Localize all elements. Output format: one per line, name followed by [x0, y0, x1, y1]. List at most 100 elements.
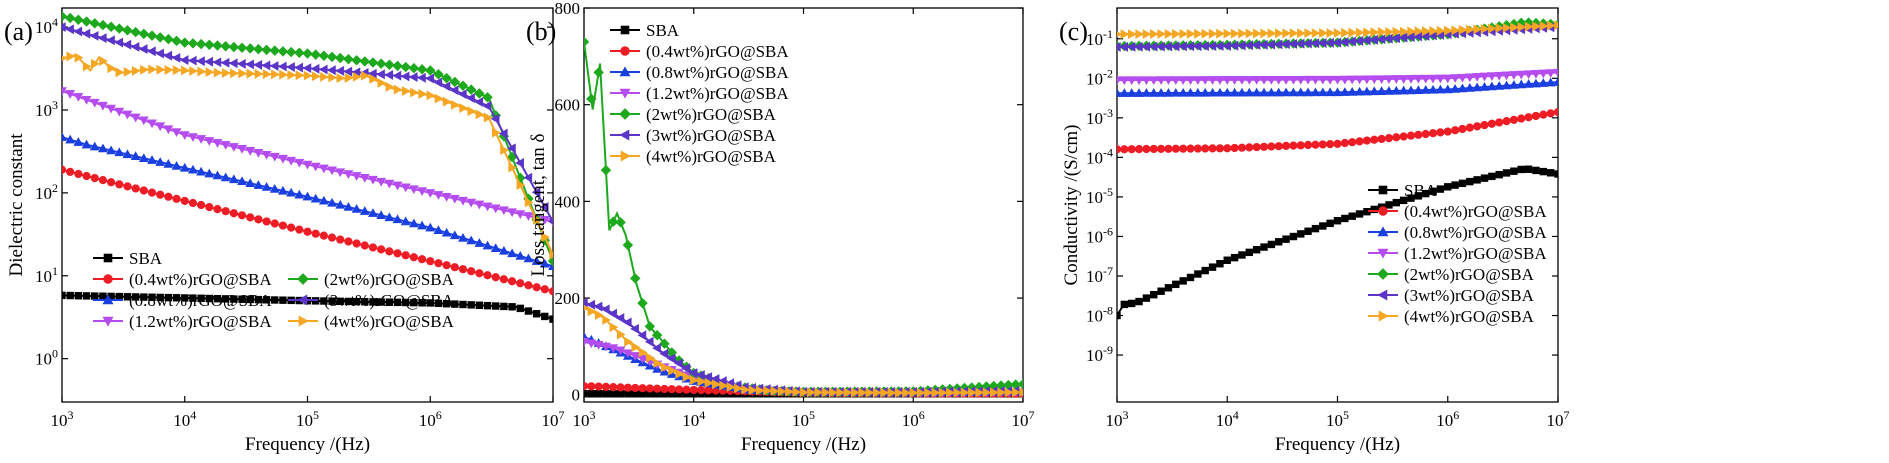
data-point [482, 101, 492, 111]
legend-label: (3wt%)rGO@SBA [646, 126, 777, 145]
legend-marker [1378, 206, 1388, 216]
data-point [410, 298, 418, 307]
data-point [458, 196, 468, 206]
data-point [213, 205, 222, 214]
data-point [369, 298, 377, 306]
data-point [352, 239, 361, 248]
data-point [89, 98, 100, 108]
legend-marker [619, 66, 631, 77]
data-point [508, 303, 516, 311]
data-point [960, 387, 970, 398]
data-point [1238, 28, 1247, 39]
data-point [865, 387, 875, 398]
data-point [261, 150, 272, 160]
data-point [261, 44, 272, 56]
data-point [1126, 88, 1137, 97]
data-point [1319, 222, 1327, 230]
data-point [500, 302, 508, 311]
data-point [474, 97, 484, 107]
data-point [532, 283, 541, 292]
data-point [65, 90, 76, 99]
y-tick-label: 102 [35, 181, 58, 203]
data-point [1266, 87, 1277, 97]
data-point [539, 258, 550, 268]
data-point [1450, 126, 1460, 135]
legend-marker [1377, 226, 1389, 237]
data-point [540, 285, 549, 294]
legend-label: (3wt%)rGO@SBA [324, 291, 455, 310]
data-point [294, 62, 304, 73]
data-point [163, 50, 173, 61]
data-point [359, 56, 371, 67]
data-point [230, 295, 238, 303]
data-point [689, 385, 698, 395]
x-axis-label: Frequency /(Hz) [1275, 434, 1400, 455]
data-point [1385, 27, 1394, 37]
data-point [114, 23, 125, 34]
data-point [638, 384, 647, 393]
data-point [902, 387, 911, 398]
data-point [587, 306, 597, 317]
legend-label: (2wt%)rGO@SBA [646, 105, 777, 124]
data-point [1194, 270, 1202, 278]
data-point [1245, 28, 1255, 39]
x-tick-label: 105 [792, 408, 815, 430]
data-point [65, 24, 74, 35]
data-point [1185, 87, 1196, 97]
data-point [205, 202, 214, 212]
data-point [1538, 69, 1549, 79]
data-point [91, 292, 99, 300]
data-point [1524, 21, 1534, 32]
data-point [148, 64, 158, 75]
legend-marker [619, 88, 631, 99]
data-point [384, 212, 395, 222]
legend-item-4: (2wt%)rGO@SBA [610, 105, 777, 124]
data-point [1150, 29, 1159, 39]
data-point [1282, 235, 1290, 243]
data-point [602, 390, 610, 398]
data-point [213, 294, 222, 303]
data-point [400, 71, 410, 82]
data-point [524, 197, 534, 208]
data-point [81, 16, 92, 27]
data-point [205, 67, 215, 78]
legend-label: (0.8wt%)rGO@SBA [646, 63, 789, 82]
data-point [532, 214, 542, 225]
legend-item-5: (3wt%)rGO@SBA [610, 126, 777, 145]
data-point [138, 28, 150, 40]
legend-marker [102, 316, 114, 327]
data-point [204, 137, 215, 146]
data-point [675, 368, 685, 379]
data-point [62, 11, 68, 22]
data-point [1148, 88, 1159, 97]
legend-marker [619, 108, 631, 120]
data-point [1361, 75, 1372, 85]
data-point [1494, 71, 1505, 81]
series-6 [1117, 20, 1558, 40]
data-point [1223, 256, 1231, 264]
data-point [1120, 29, 1130, 40]
data-point [1289, 28, 1299, 39]
data-point [286, 62, 295, 72]
data-point [755, 385, 765, 396]
data-point [1134, 76, 1144, 86]
data-point [188, 133, 198, 142]
data-point [220, 41, 231, 52]
data-point [450, 263, 459, 272]
data-point [531, 187, 541, 198]
data-point [1384, 134, 1394, 143]
data-point [645, 384, 654, 393]
data-point [1297, 28, 1306, 39]
data-point [220, 57, 230, 68]
legend-item-0: SBA [610, 21, 680, 40]
data-point [138, 116, 149, 126]
data-point [1208, 263, 1217, 271]
data-point [1362, 136, 1371, 145]
data-point [343, 66, 353, 77]
data-point [931, 387, 941, 398]
data-point [253, 59, 263, 70]
data-point [1508, 80, 1519, 89]
data-point [1237, 87, 1247, 97]
legend-label: (0.4wt%)rGO@SBA [129, 270, 272, 289]
